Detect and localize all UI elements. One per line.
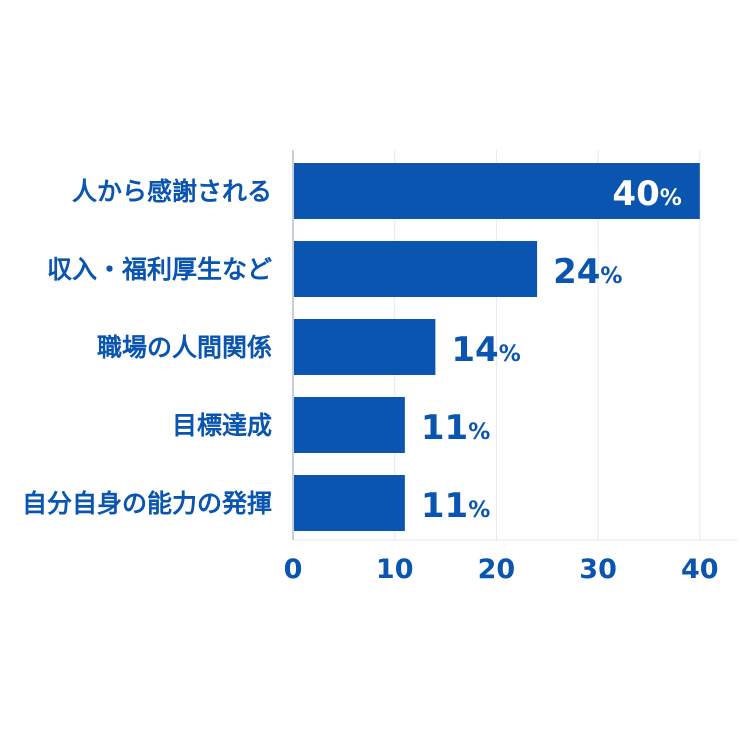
value-label-3: 14% [451, 330, 520, 370]
bar-4 [293, 397, 405, 453]
bar-5 [293, 475, 405, 531]
value-label-5: 11% [421, 486, 490, 526]
bar-3 [293, 319, 436, 375]
x-tick-label-10: 10 [376, 554, 414, 585]
category-label-3: 職場の人間関係 [97, 333, 272, 362]
bars [293, 163, 700, 531]
bar-1 [293, 163, 700, 219]
x-tick-label-40: 40 [681, 554, 719, 585]
category-label-5: 自分自身の能力の発揮 [22, 489, 272, 518]
value-label-1: 40% [612, 174, 681, 214]
value-label-4: 11% [421, 408, 490, 448]
x-tick-labels: 0 10 20 30 40 [284, 554, 719, 585]
category-label-1: 人から感謝される [72, 177, 272, 206]
bar-2 [293, 241, 538, 297]
category-label-2: 収入・福利厚生など [47, 255, 272, 284]
x-tick-label-0: 0 [284, 554, 303, 585]
x-tick-label-20: 20 [478, 554, 516, 585]
value-labels: 40% 24% 14% 11% 11% [421, 174, 682, 526]
category-label-4: 目標達成 [172, 411, 272, 440]
x-tick-label-30: 30 [579, 554, 617, 585]
value-label-2: 24% [553, 252, 622, 292]
